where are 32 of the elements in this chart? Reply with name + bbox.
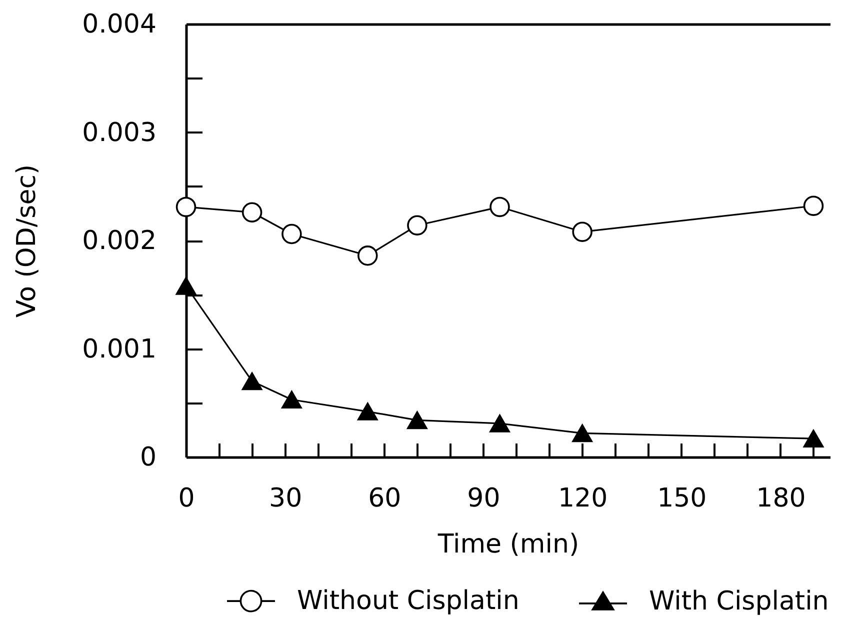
x-tick-label: 60: [368, 484, 402, 514]
x-tick-label: 120: [558, 484, 608, 514]
y-tick-label: 0.002: [82, 226, 156, 256]
legend-label: Without Cisplatin: [297, 586, 520, 616]
point: [572, 222, 592, 242]
point: [242, 372, 262, 390]
x-tick-label: 180: [756, 484, 806, 514]
point: [176, 277, 196, 295]
x-tick-label: 0: [178, 484, 195, 514]
y-axis-title: Vo (OD/sec): [12, 164, 42, 318]
point: [242, 202, 262, 222]
point: [282, 390, 302, 409]
point: [803, 430, 824, 448]
point: [407, 215, 428, 236]
y-tick-label: 0.003: [82, 118, 156, 148]
point: [572, 424, 592, 442]
x-axis-title: Time (min): [436, 530, 580, 560]
x-tick-label: 90: [467, 484, 500, 514]
point: [407, 411, 428, 430]
x-tick-label: 30: [269, 484, 302, 514]
point: [803, 196, 824, 216]
point: [490, 414, 510, 432]
y-tick-label: 0: [140, 442, 156, 472]
x-tick-label: 150: [657, 484, 707, 514]
point: [358, 402, 378, 420]
point: [490, 196, 510, 218]
point: [176, 196, 196, 218]
point: [282, 224, 302, 244]
y-tick-label: 0.004: [82, 10, 156, 40]
legend-label: With Cisplatin: [649, 586, 829, 616]
y-tick-label: 0.001: [82, 334, 156, 364]
point: [358, 246, 378, 266]
